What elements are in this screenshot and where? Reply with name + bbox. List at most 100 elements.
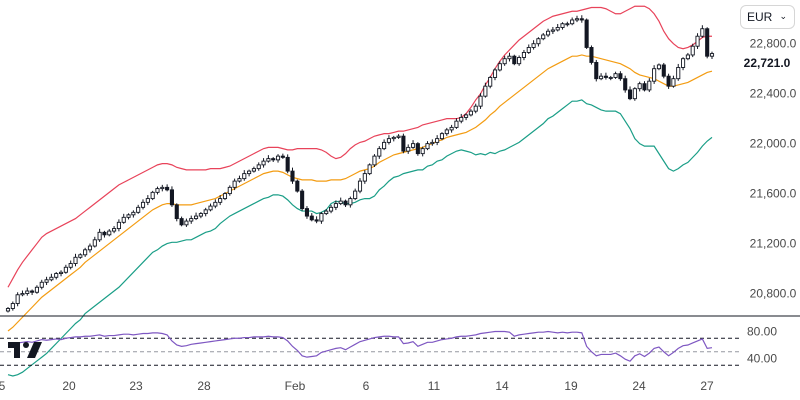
candle-body bbox=[300, 190, 305, 210]
candle-body bbox=[20, 293, 25, 296]
candle-body bbox=[319, 213, 324, 222]
candle bbox=[690, 43, 695, 58]
candle bbox=[603, 72, 608, 80]
candle bbox=[150, 190, 155, 201]
candle-body bbox=[439, 133, 445, 140]
candle-body bbox=[309, 215, 314, 221]
candle-body bbox=[92, 239, 97, 247]
candle bbox=[266, 155, 271, 163]
candle bbox=[700, 25, 705, 38]
price-tick-label: 21,200.0 bbox=[750, 237, 797, 251]
candle-body bbox=[555, 27, 560, 31]
candle-body bbox=[492, 69, 498, 78]
candle bbox=[333, 200, 338, 211]
candle bbox=[695, 33, 700, 49]
candle-body bbox=[570, 19, 575, 25]
candle-body bbox=[560, 23, 565, 28]
candle-body bbox=[425, 143, 430, 150]
candle bbox=[304, 206, 310, 219]
candle bbox=[63, 264, 68, 274]
candle bbox=[44, 276, 49, 286]
candle bbox=[261, 158, 266, 168]
candle bbox=[391, 135, 396, 142]
price-tick-label: 22,800.0 bbox=[750, 37, 797, 51]
candle-body bbox=[15, 294, 20, 304]
candle bbox=[116, 219, 121, 232]
time-axis: 5 20 23 28 Feb 6 11 14 19 24 27 bbox=[0, 379, 714, 393]
candle-body bbox=[353, 190, 358, 200]
candle bbox=[502, 55, 507, 66]
candle bbox=[565, 21, 570, 27]
candle-body bbox=[406, 146, 411, 152]
candle-body bbox=[49, 276, 54, 281]
candle-body bbox=[30, 290, 35, 293]
candle bbox=[627, 86, 633, 101]
candle-body bbox=[647, 80, 652, 91]
candle bbox=[155, 186, 160, 195]
candle bbox=[584, 18, 589, 49]
candle-body bbox=[73, 256, 78, 264]
candle bbox=[531, 40, 536, 50]
candle bbox=[343, 199, 348, 207]
candle-body bbox=[126, 214, 131, 218]
candle bbox=[218, 195, 223, 206]
candle-body bbox=[603, 75, 608, 78]
candle-body bbox=[685, 54, 690, 60]
time-tick-label: 11 bbox=[428, 379, 441, 393]
candle-body bbox=[155, 188, 160, 193]
candle bbox=[589, 45, 594, 65]
price-pane bbox=[5, 5, 715, 377]
candle bbox=[174, 203, 179, 222]
tradingview-logo-icon[interactable] bbox=[8, 340, 44, 365]
candle bbox=[295, 179, 300, 193]
candle bbox=[78, 253, 83, 259]
candle bbox=[179, 216, 184, 227]
candle bbox=[184, 218, 189, 227]
candle-body bbox=[656, 64, 662, 70]
candle bbox=[406, 144, 411, 154]
currency-value: EUR bbox=[747, 10, 773, 24]
candle-body bbox=[208, 205, 213, 211]
candle-body bbox=[357, 180, 363, 192]
candle-body bbox=[517, 57, 522, 65]
candle-body bbox=[652, 68, 657, 82]
candle bbox=[271, 157, 276, 162]
candle-body bbox=[343, 200, 348, 206]
candle bbox=[309, 213, 314, 222]
candle-body bbox=[401, 135, 406, 152]
candle-body bbox=[290, 170, 295, 182]
candle bbox=[570, 17, 575, 26]
candle bbox=[20, 290, 25, 297]
candle-body bbox=[574, 18, 580, 21]
candle bbox=[377, 146, 382, 159]
candle-body bbox=[386, 138, 391, 143]
candle bbox=[285, 154, 290, 174]
candle-body bbox=[54, 273, 59, 278]
candle-body bbox=[213, 201, 218, 207]
candle bbox=[338, 197, 343, 206]
candle-body bbox=[304, 208, 310, 217]
candle bbox=[464, 113, 469, 121]
candle-body bbox=[232, 180, 237, 188]
candle bbox=[521, 49, 526, 61]
candle-body bbox=[140, 201, 146, 208]
time-tick-label: 27 bbox=[700, 379, 714, 393]
currency-select[interactable]: EUR ⌄ bbox=[740, 5, 795, 29]
candle-body bbox=[218, 198, 223, 203]
candle-body bbox=[203, 209, 208, 215]
candle-body bbox=[454, 120, 459, 128]
candle-body bbox=[661, 64, 666, 77]
candle bbox=[300, 189, 305, 211]
candle bbox=[15, 292, 20, 307]
candle-body bbox=[5, 308, 11, 312]
candle bbox=[357, 178, 363, 194]
candle bbox=[420, 146, 425, 157]
candle bbox=[439, 132, 445, 141]
candle-body bbox=[348, 198, 353, 206]
candle-body bbox=[68, 263, 73, 268]
candle-body bbox=[102, 231, 107, 236]
candle-body bbox=[314, 219, 319, 222]
candle bbox=[652, 65, 657, 84]
candle-body bbox=[237, 178, 242, 182]
